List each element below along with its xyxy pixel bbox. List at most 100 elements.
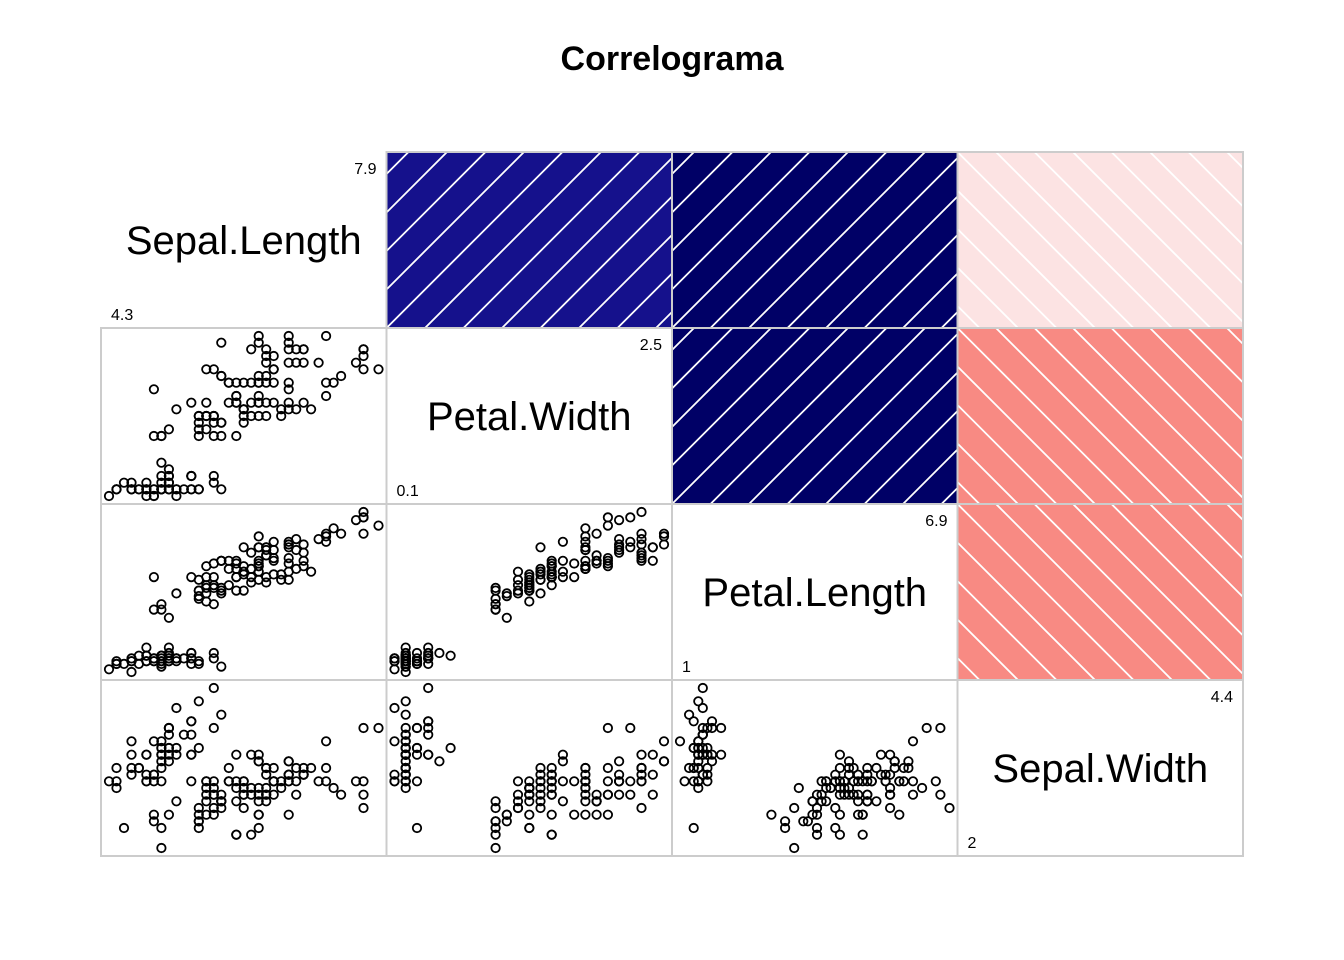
scatter-point	[944, 802, 955, 814]
scatter-point	[141, 656, 152, 667]
scatter-point	[261, 544, 272, 556]
scatter-point	[580, 782, 591, 794]
scatter-point	[535, 769, 546, 780]
scatter-point	[884, 782, 896, 794]
scatter-point	[636, 776, 647, 787]
scatter-point	[268, 552, 279, 564]
scatter-point	[335, 528, 347, 539]
scatter-point	[400, 642, 411, 653]
scatter-point	[884, 802, 896, 814]
scatter-point	[231, 563, 242, 575]
scatter-point	[268, 789, 279, 800]
scatter-point	[674, 736, 686, 747]
scatter-point	[313, 357, 324, 368]
scatter-point	[557, 566, 569, 577]
scatter-point	[305, 566, 317, 577]
scatter-point	[163, 650, 174, 661]
scatter-point	[261, 769, 272, 780]
scatter-point	[389, 664, 400, 675]
scatter-point	[193, 430, 204, 442]
scatter-point	[283, 776, 294, 787]
scatter-point	[880, 769, 891, 780]
scatter-point	[613, 776, 625, 787]
scatter-point	[843, 756, 855, 767]
scatter-point	[647, 789, 658, 800]
scatter-point	[156, 842, 167, 854]
scatter-point	[693, 749, 704, 760]
scatter-point	[283, 377, 294, 388]
scatter-point	[216, 789, 227, 800]
scatter-point	[246, 577, 257, 588]
scatter-point	[834, 749, 846, 760]
scatter-point	[866, 776, 877, 787]
scatter-point	[834, 776, 846, 787]
scatter-point	[683, 709, 695, 720]
scatter-point	[830, 822, 841, 834]
scatter-point	[702, 742, 713, 754]
scatter-point	[423, 716, 434, 727]
scatter-point	[298, 357, 309, 368]
scatter-point	[907, 736, 919, 747]
scatter-point	[253, 397, 264, 408]
scatter-point	[524, 809, 535, 820]
scatter-point	[546, 829, 557, 840]
scatter-point	[693, 696, 704, 707]
scatter-point	[193, 822, 204, 834]
scatter-point	[163, 722, 174, 734]
scatter-point	[208, 809, 219, 820]
scatter-point	[907, 789, 919, 800]
scatter-point	[557, 555, 569, 566]
scatter-point	[276, 404, 287, 415]
scatter-point	[706, 716, 718, 727]
scatter-point	[335, 789, 347, 800]
scatter-point	[126, 762, 137, 774]
scatter-point	[636, 506, 647, 518]
scatter-point	[163, 729, 174, 740]
scatter-point	[501, 809, 512, 820]
scatter-point	[580, 544, 591, 556]
scatter-point	[389, 769, 400, 780]
scatter-point	[834, 829, 846, 840]
scatter-point	[875, 749, 887, 760]
scatter-point	[423, 749, 434, 760]
correlation-shade	[386, 152, 672, 328]
scatter-point	[163, 809, 174, 820]
scatter-point	[238, 377, 249, 388]
scatter-point	[811, 802, 823, 814]
scatter-point	[223, 762, 234, 774]
scatter-point	[512, 580, 524, 591]
scatter-point	[857, 809, 868, 820]
scatter-point	[268, 350, 279, 362]
scatter-point	[328, 782, 339, 794]
scatter-point	[688, 742, 699, 754]
scatter-point	[268, 397, 279, 408]
scatter-point	[557, 536, 569, 547]
scatter-point	[546, 809, 557, 820]
scatter-point	[171, 796, 182, 807]
scatter-point	[400, 782, 411, 794]
scatter-point	[490, 582, 501, 594]
scatter-point	[328, 377, 339, 388]
scatter-point	[602, 776, 614, 787]
scatter-point	[636, 762, 647, 774]
scatter-point	[201, 561, 212, 572]
scatter-point	[834, 809, 846, 820]
scatter-point	[156, 604, 167, 615]
scatter-point	[111, 762, 122, 774]
panel-border	[671, 679, 959, 857]
scatter-point	[320, 536, 332, 547]
scatter-point	[580, 809, 591, 820]
scatter-point	[647, 555, 658, 566]
panel-petal-length-vs-petal-width	[385, 503, 673, 681]
scatter-point	[524, 776, 535, 787]
scatter-point	[779, 822, 791, 834]
scatter-point	[148, 769, 159, 780]
scatter-point	[821, 776, 832, 787]
scatter-point	[697, 702, 708, 714]
scatter-point	[320, 531, 332, 542]
scatter-point	[825, 782, 836, 794]
scatter-point	[156, 762, 167, 774]
scatter-point	[907, 776, 919, 787]
scatter-point	[524, 822, 535, 834]
